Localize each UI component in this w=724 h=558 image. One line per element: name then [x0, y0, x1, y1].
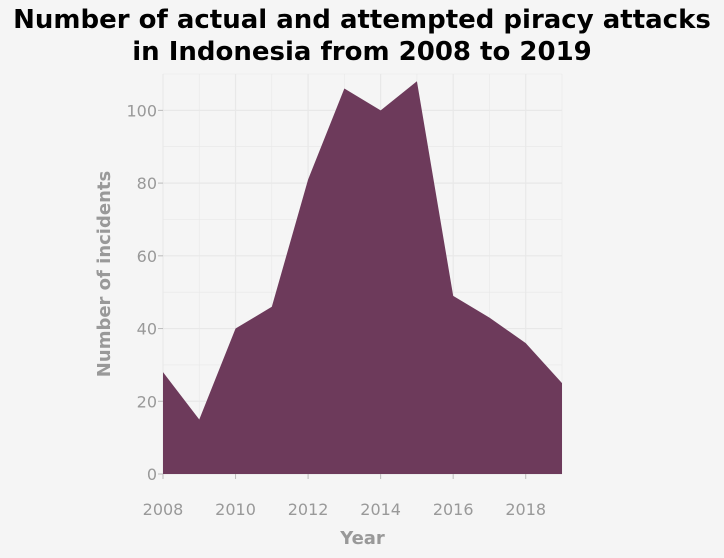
chart-title: Number of actual and attempted piracy at…: [0, 4, 724, 68]
x-axis-ticks: 2008 2010 2012 2014 2016 2018: [143, 474, 546, 519]
chart-title-line-1: Number of actual and attempted piracy at…: [13, 5, 711, 35]
x-tick-label: 2008: [143, 500, 184, 519]
y-axis-title: Number of incidents: [94, 171, 115, 377]
y-axis-ticks: 0 20 40 60 80 100: [126, 101, 163, 484]
x-tick-label: 2010: [215, 500, 256, 519]
x-tick-label: 2018: [505, 500, 546, 519]
y-tick-label: 80: [137, 174, 157, 193]
y-tick-label: 100: [126, 101, 157, 120]
y-tick-label: 0: [147, 465, 157, 484]
y-tick-label: 40: [137, 320, 157, 339]
y-tick-label: 20: [137, 392, 157, 411]
chart-title-line-2: in Indonesia from 2008 to 2019: [132, 37, 592, 67]
x-tick-label: 2014: [360, 500, 401, 519]
area-series: [163, 81, 562, 474]
y-tick-label: 60: [137, 247, 157, 266]
x-tick-label: 2012: [288, 500, 329, 519]
x-tick-label: 2016: [433, 500, 474, 519]
x-axis-title: Year: [339, 528, 385, 549]
